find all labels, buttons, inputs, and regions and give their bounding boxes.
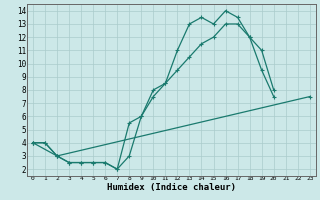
- X-axis label: Humidex (Indice chaleur): Humidex (Indice chaleur): [107, 183, 236, 192]
